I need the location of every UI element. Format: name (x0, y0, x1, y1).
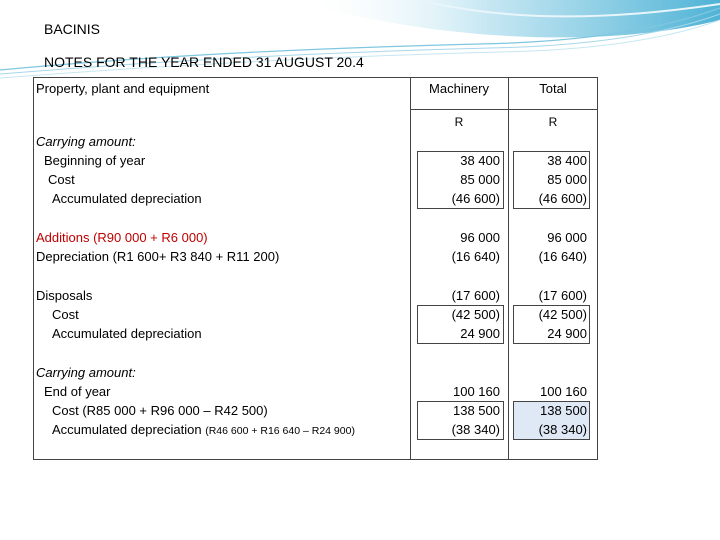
ppe-note-table: Property, plant and equipment Machinery … (33, 77, 598, 460)
closing-title: Carrying amount: (36, 365, 136, 380)
disposals-machinery-box (417, 305, 504, 344)
closing-total-value: 100 160 (540, 384, 587, 399)
additions-machinery-value: 96 000 (460, 230, 500, 245)
decorative-wave-banner (0, 0, 720, 79)
disposals-cost-label: Cost (52, 307, 79, 322)
closing-total-box (513, 401, 590, 440)
opening-depr-label: Accumulated depreciation (52, 191, 202, 206)
closing-cost-label: Cost (R85 000 + R96 000 – R42 500) (52, 403, 268, 418)
opening-title: Carrying amount: (36, 134, 136, 149)
column-divider (410, 78, 411, 459)
opening-machinery-box (417, 151, 504, 209)
additions-total-value: 96 000 (547, 230, 587, 245)
opening-machinery-value: 38 400 (460, 153, 500, 168)
disposals-total-box (513, 305, 590, 344)
closing-depr-detail: (R46 600 + R16 640 – R24 900) (205, 425, 355, 437)
header-divider (410, 109, 597, 110)
closing-machinery-box (417, 401, 504, 440)
opening-machinery-value: 85 000 (460, 172, 500, 187)
disposals-total-value: 24 900 (547, 326, 587, 341)
company-name: BACINIS (44, 21, 101, 37)
opening-machinery-value: (46 600) (451, 191, 500, 206)
section-label: Property, plant and equipment (36, 81, 210, 96)
closing-total-value: (38 340) (538, 422, 587, 437)
closing-depr-row: Accumulated depreciation (R46 600 + R16 … (52, 420, 355, 441)
column-header-total: Total (539, 81, 567, 96)
column-divider (508, 78, 509, 459)
closing-depr-label: Accumulated depreciation (52, 422, 202, 437)
closing-machinery-value: 138 500 (453, 403, 500, 418)
disposals-total-value: (42 500) (538, 307, 587, 322)
depreciation-label: Depreciation (R1 600+ R3 840 + R11 200) (36, 249, 280, 264)
closing-subtitle: End of year (44, 384, 111, 399)
opening-total-box (513, 151, 590, 209)
depreciation-machinery-value: (16 640) (451, 249, 500, 264)
closing-machinery-value: (38 340) (451, 422, 500, 437)
column-header-machinery: Machinery (429, 81, 489, 96)
unit-machinery: R (454, 115, 464, 129)
notes-heading: NOTES FOR THE YEAR ENDED 31 AUGUST 20.4 (44, 54, 364, 70)
disposals-machinery-value: (17 600) (451, 288, 500, 303)
additions-label: Additions (R90 000 + R6 000) (36, 230, 208, 245)
disposals-machinery-value: (42 500) (451, 307, 500, 322)
depreciation-total-value: (16 640) (538, 249, 587, 264)
opening-total-value: (46 600) (538, 191, 587, 206)
unit-total: R (548, 115, 558, 129)
disposals-total-value: (17 600) (538, 288, 587, 303)
opening-total-value: 38 400 (547, 153, 587, 168)
opening-subtitle: Beginning of year (44, 153, 146, 168)
opening-cost-label: Cost (48, 172, 75, 187)
closing-machinery-value: 100 160 (453, 384, 500, 399)
closing-total-value: 138 500 (540, 403, 587, 418)
disposals-depr-label: Accumulated depreciation (52, 326, 202, 341)
opening-total-value: 85 000 (547, 172, 587, 187)
disposals-title: Disposals (36, 288, 93, 303)
disposals-machinery-value: 24 900 (460, 326, 500, 341)
